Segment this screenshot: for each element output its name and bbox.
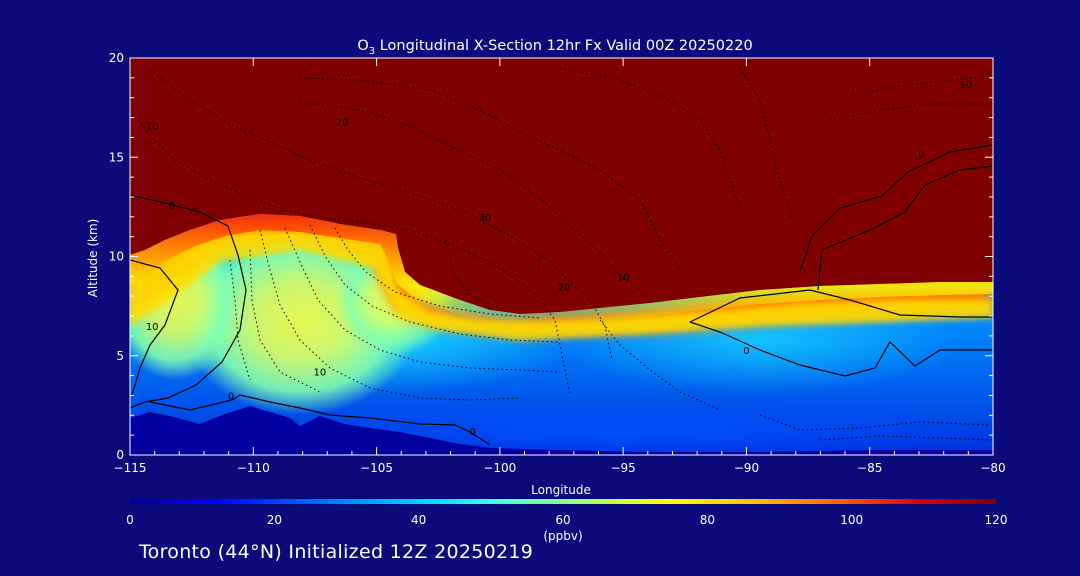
colorbar-tick-label: 0 [126,513,134,527]
contour-label: 10 [146,322,159,333]
dotted-contour-1 [130,109,571,396]
contour-label: 10 [146,121,159,132]
dotted-contour-9 [259,229,521,401]
y-tick-label: 5 [116,349,124,363]
stratosphere-region [130,58,993,314]
contour-labels: 10 20 30 20 10 10 0 0 10 10 0 0 0 [146,80,972,438]
y-tick-label: 15 [109,150,124,164]
contour-label: 10 [617,272,630,283]
y-tick-label: 10 [109,250,124,264]
colorbar-tick-label: 40 [411,513,426,527]
x-tick-label: −105 [360,461,393,475]
contour-zero-northeast [799,144,993,273]
x-axis: −115 −110 −105 −100 −95 −90 −85 −80 [114,58,1006,475]
x-tick-label: −110 [237,461,270,475]
dotted-contour-15 [599,319,721,411]
contour-label: 10 [313,368,326,379]
colorbar-tick-label: 60 [555,513,570,527]
contour-label: 0 [169,201,175,212]
contour-label: 0 [228,391,234,402]
dotted-contour-7 [849,75,993,97]
contour-label: 0 [470,427,476,438]
contour-zero-southwest [149,394,491,446]
dotted-contour-16 [759,414,991,431]
contour-zero-west [130,194,247,409]
dotted-contour-4 [299,77,681,271]
tropopause-yellow [130,230,993,340]
x-tick-label: −90 [734,461,759,475]
colorbar-ticks: 0 20 40 60 80 100 120 [126,513,1007,527]
contour-label: 30 [479,213,492,224]
chart-title: O3 Longitudinal X-Section 12hr Fx Valid … [357,38,752,57]
footer-caption: Toronto (44°N) Initialized 12Z 20250219 [139,541,534,563]
colorbar-tick-label: 100 [840,513,863,527]
dotted-contours [130,67,993,441]
x-tick-label: −85 [857,461,882,475]
y-axis: 0 5 10 15 20 [109,51,993,462]
x-axis-label: Longitude [531,483,591,497]
dotted-contour-13 [249,249,321,393]
contour-zero-east-upper [689,289,993,323]
colorbar [130,499,996,504]
dotted-contour-2 [149,69,613,361]
contour-label: 0 [743,346,749,357]
contour-zero-east-layer [689,321,993,377]
colorbar-tick-label: 20 [267,513,282,527]
contour-ten-west [130,259,179,396]
x-tick-label: −95 [610,461,635,475]
dotted-contour-18 [444,235,501,309]
contour-label: 0 [918,149,924,160]
x-tick-label: −80 [980,461,1005,475]
contour-label: 20 [336,118,349,129]
dotted-contour-17 [819,435,993,441]
colorbar-tick-label: 80 [700,513,715,527]
x-tick-label: −100 [483,461,516,475]
colorbar-unit: (ppbv) [543,529,582,543]
solid-contours [130,144,993,446]
y-tick-label: 0 [116,448,124,462]
colorbar-tick-label: 120 [985,513,1008,527]
y-axis-label: Altitude (km) [86,219,100,298]
terrain [130,406,993,455]
contour-zero-east-inner [817,165,993,291]
contour-label: 20 [558,282,571,293]
x-tick-label: −115 [114,461,147,475]
plot-area [130,58,993,455]
contour-label: 10 [960,80,973,91]
y-tick-label: 20 [109,51,124,65]
stratosphere-edge [130,214,993,325]
